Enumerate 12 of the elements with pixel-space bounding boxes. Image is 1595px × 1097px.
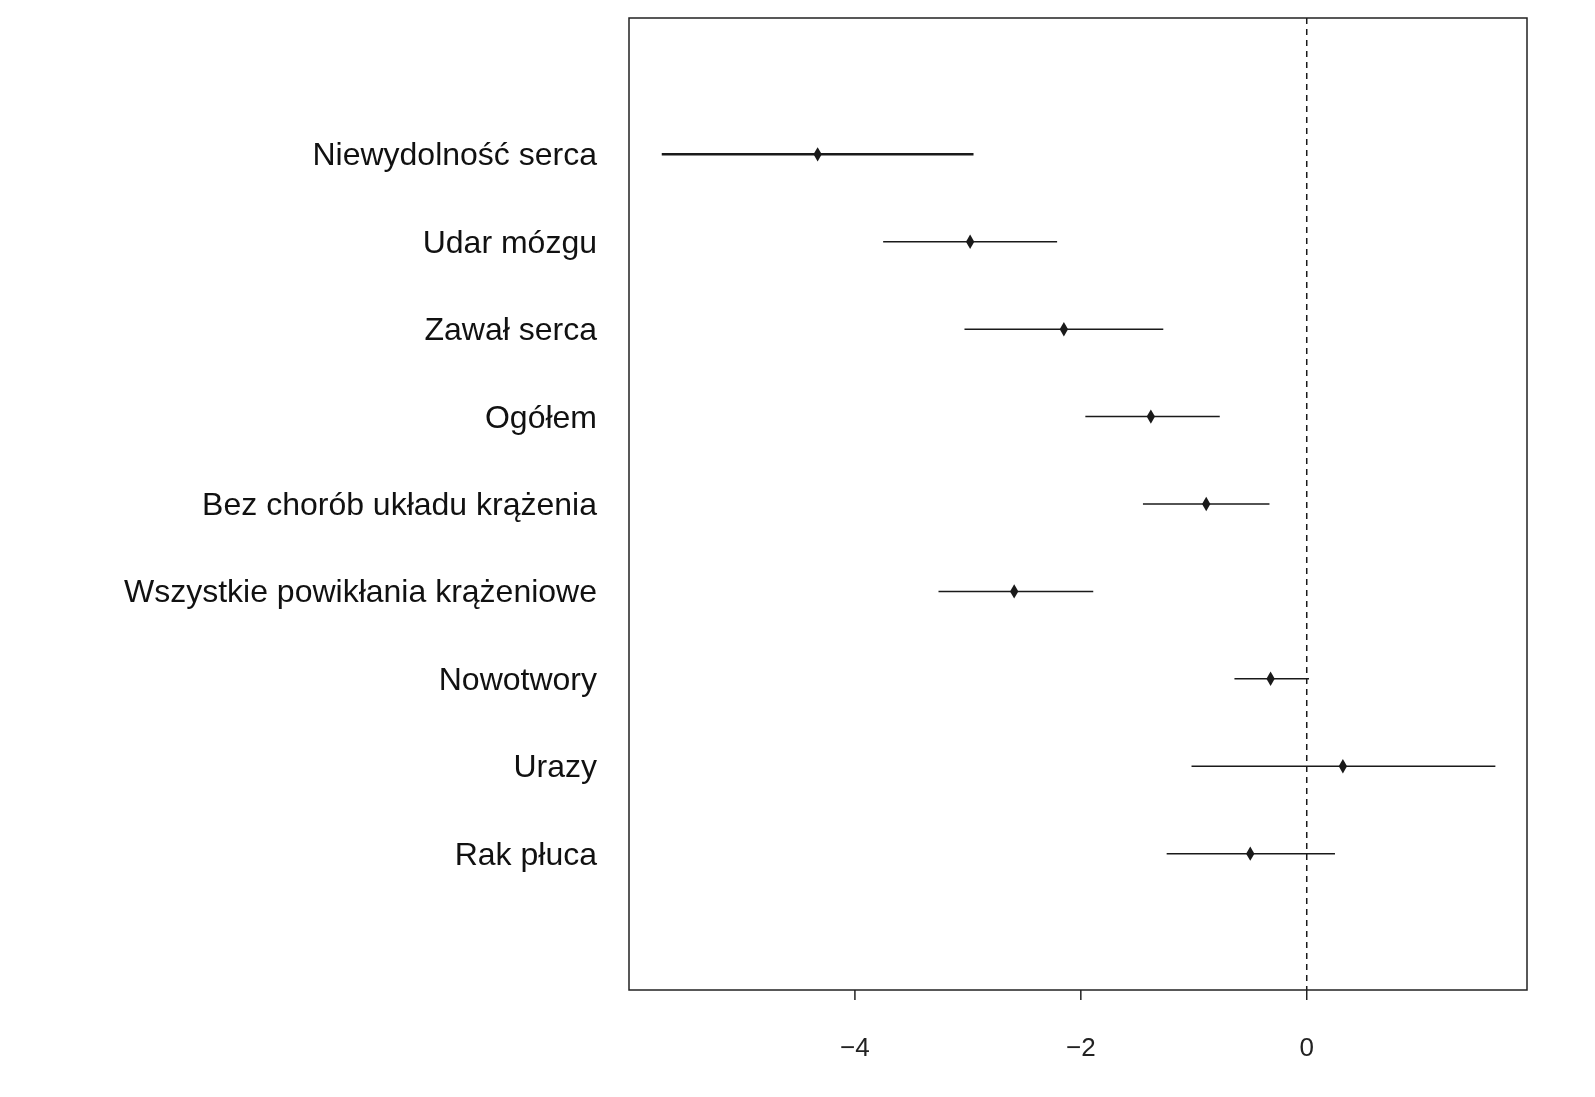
x-tick-label: −2	[1066, 1032, 1096, 1062]
x-tick-label: −4	[840, 1032, 870, 1062]
y-tick-label: Niewydolność serca	[312, 136, 598, 173]
y-tick-label: Ogółem	[484, 398, 597, 435]
y-tick-label: Bez chorób układu krążenia	[202, 486, 598, 522]
y-tick-label: Zawał serca	[424, 311, 598, 348]
y-tick-label: Udar mózgu	[422, 223, 597, 260]
y-tick-label: Wszystkie powikłania krążeniowe	[123, 573, 597, 610]
y-tick-label: Urazy	[513, 748, 597, 785]
x-tick-label: 0	[1299, 1032, 1314, 1062]
y-tick-label: Nowotwory	[438, 660, 597, 697]
y-tick-label: Rak płuca	[454, 835, 598, 872]
